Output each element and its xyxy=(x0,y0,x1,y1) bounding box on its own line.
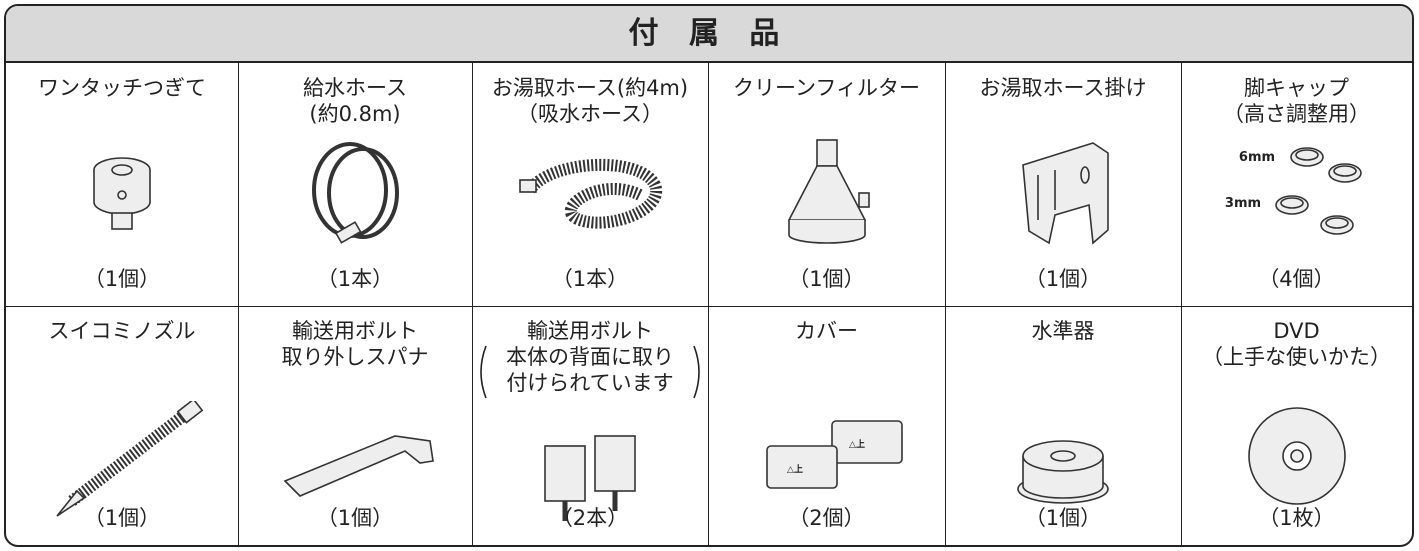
item-illustration xyxy=(93,157,151,230)
item-name: 取り外しスパナ xyxy=(281,345,429,369)
item-name: （吸水ホース） xyxy=(517,102,663,126)
row-divider xyxy=(6,306,1412,307)
item-count: （1個） xyxy=(788,267,865,291)
item-count: （1個） xyxy=(1024,506,1102,530)
item-name: 給水ホース xyxy=(303,76,407,100)
column-divider xyxy=(472,63,473,545)
item-count: （1本） xyxy=(551,267,629,291)
illustration-label: 6mm xyxy=(1238,150,1274,165)
item-cell: 脚キャップ （高さ調整用） 6mm 3mm （4個） xyxy=(1181,63,1412,306)
item-cell: スイコミノズル （1個） xyxy=(6,306,238,545)
item-name: 水準器 xyxy=(1031,319,1095,343)
item-cell: お湯取ホース掛け （1個） xyxy=(945,63,1181,306)
item-illustration xyxy=(283,435,434,497)
item-note: 本体の背面に取り xyxy=(506,345,674,369)
table-title: 付 属 品 xyxy=(6,6,1412,63)
item-count: （1個） xyxy=(316,506,394,530)
note-brackets xyxy=(480,345,700,399)
item-name: クリーンフィルター xyxy=(733,76,920,100)
column-divider xyxy=(708,63,709,545)
item-illustration xyxy=(1022,142,1109,245)
item-cell: 輸送用ボルト 取り外しスパナ （1個） xyxy=(238,306,472,545)
item-illustration xyxy=(1247,407,1346,505)
item-cell: お湯取ホース(約4m) （吸水ホース） （1本） xyxy=(472,63,708,306)
column-divider xyxy=(945,63,946,545)
item-count: （2本） xyxy=(551,506,629,530)
item-name: 輸送用ボルト xyxy=(527,319,653,343)
item-illustration: 6mm 3mm xyxy=(1224,147,1362,235)
column-divider xyxy=(238,63,239,545)
item-illustration xyxy=(312,142,399,244)
item-name: 脚キャップ xyxy=(1244,76,1349,100)
item-count: （1枚） xyxy=(1258,506,1335,530)
illustration-label: △上 xyxy=(787,463,803,475)
item-cell: 輸送用ボルト 本体の背面に取り 付けられています （2本） xyxy=(472,306,708,545)
item-name: （高さ調整用） xyxy=(1223,102,1370,126)
accessory-table: 付 属 品 ワンタッチつぎて （1個） 給水ホース (約0.8m) （1本） お湯取ホース… xyxy=(4,4,1414,547)
item-cell: DVD （上手な使いかた） （1枚） xyxy=(1181,306,1412,545)
item-cell: 給水ホース (約0.8m) （1本） xyxy=(238,63,472,306)
item-name: お湯取ホース掛け xyxy=(979,76,1147,100)
item-count: （1個） xyxy=(83,506,161,530)
item-illustration xyxy=(519,158,663,229)
item-name: (約0.8m) xyxy=(309,102,401,126)
item-cell: 水準器 （1個） xyxy=(945,306,1181,545)
item-count: （1本） xyxy=(316,267,394,291)
item-cell: カバー △上 △上 （2個） xyxy=(708,306,945,545)
item-name: スイコミノズル xyxy=(48,319,196,343)
item-illustration xyxy=(1017,440,1109,504)
item-name: 輸送用ボルト xyxy=(292,319,418,343)
item-name: カバー xyxy=(795,319,858,343)
item-name: ワンタッチつぎて xyxy=(38,76,206,100)
item-illustration xyxy=(56,401,204,517)
item-cell: クリーンフィルター （1個） xyxy=(708,63,945,306)
item-count: （4個） xyxy=(1258,267,1335,291)
item-cell: ワンタッチつぎて （1個） xyxy=(6,63,238,306)
item-count: （2個） xyxy=(788,506,865,530)
item-note: 付けられています xyxy=(506,371,674,395)
item-name: DVD xyxy=(1273,319,1320,343)
column-divider xyxy=(1181,63,1182,545)
item-illustration: △上 △上 xyxy=(765,420,903,489)
item-name: （上手な使いかた） xyxy=(1202,345,1391,369)
illustration-label: 3mm xyxy=(1224,196,1260,211)
item-illustration xyxy=(787,139,870,244)
item-name: お湯取ホース(約4m) xyxy=(491,76,689,100)
item-illustration xyxy=(544,435,636,521)
item-count: （1個） xyxy=(83,267,161,291)
item-count: （1個） xyxy=(1024,267,1102,291)
illustration-label: △上 xyxy=(849,438,865,450)
